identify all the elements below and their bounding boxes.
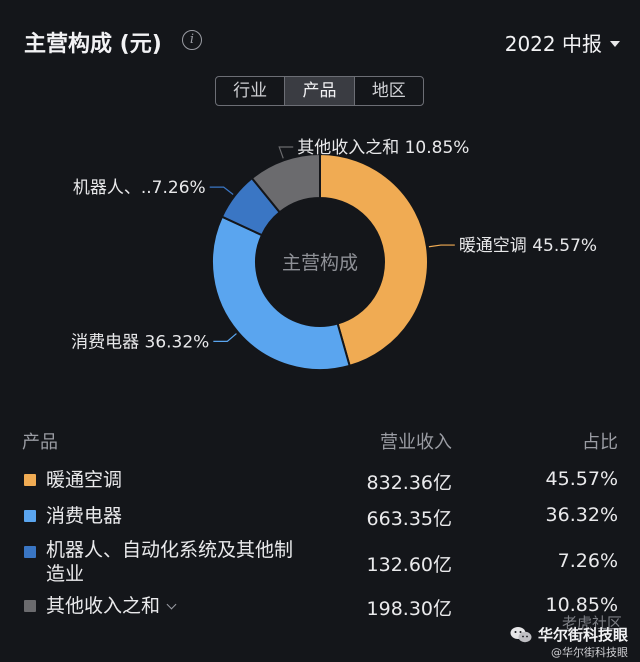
table-row[interactable]: 机器人、自动化系统及其他制 造业 132.60亿 7.26%	[22, 530, 618, 586]
donut-chart-svg: 暖通空调 45.57% 消费电器 36.32% 机器人、..7.26% 其他收入之和 …	[71, 138, 597, 371]
table-row[interactable]: 暖通空调 832.36亿 45.57%	[22, 460, 618, 496]
table-row[interactable]: 其他收入之和 198.30亿 10.85%	[22, 586, 618, 622]
donut-slice-3[interactable]	[250, 152, 321, 214]
callout-label-2: 机器人、..7.26%	[73, 178, 206, 198]
watermark-brand-name: 华尔街科技眼	[537, 626, 628, 644]
callout-line-2	[209, 186, 234, 195]
info-icon[interactable]: i	[182, 30, 202, 50]
tab-product[interactable]: 产品	[285, 77, 355, 105]
period-label: 2022 中报	[504, 32, 602, 56]
donut-chart: 暖通空调 45.57% 消费电器 36.32% 机器人、..7.26% 其他收入之和 …	[0, 120, 640, 410]
watermark-brand: 华尔街科技眼	[510, 624, 628, 645]
row-name: 暖通空调	[46, 469, 123, 491]
tab-industry[interactable]: 行业	[216, 77, 286, 105]
chevron-down-icon[interactable]	[166, 599, 177, 610]
row-name-group[interactable]: 其他收入之和	[46, 594, 177, 618]
row-revenue: 198.30亿	[366, 598, 452, 620]
donut-slice-1[interactable]	[211, 215, 351, 371]
callout-line-0	[428, 244, 455, 248]
table-row[interactable]: 消费电器 663.35亿 36.32%	[22, 496, 618, 530]
row-share: 10.85%	[545, 594, 618, 616]
donut-center-label: 主营构成	[282, 252, 358, 274]
header-product: 产品	[22, 432, 58, 453]
period-selector[interactable]: 2022 中报	[505, 28, 620, 57]
row-name: 其他收入之和	[46, 595, 161, 617]
revenue-table: 产品 营业收入 占比 暖通空调 832.36亿 45.57% 消费电器 663.…	[22, 424, 618, 622]
row-share: 7.26%	[557, 550, 618, 572]
header-revenue: 营业收入	[380, 432, 452, 453]
watermark-community: 老虎社区	[562, 614, 623, 632]
header-share: 占比	[582, 432, 618, 453]
callout-label-0: 暖通空调 45.57%	[459, 236, 597, 256]
row-revenue: 832.36亿	[366, 472, 452, 494]
row-name: 消费电器	[46, 505, 123, 527]
legend-swatch	[24, 510, 36, 522]
legend-swatch	[24, 600, 36, 612]
segment-tabs: 行业 产品 地区	[215, 76, 424, 106]
row-revenue: 663.35亿	[366, 508, 452, 530]
donut-slice-0[interactable]	[319, 152, 429, 368]
row-revenue: 132.60亿	[366, 554, 452, 576]
row-share: 45.57%	[545, 468, 618, 490]
header: 主营构成 (元) i 2022 中报	[24, 22, 620, 62]
callout-line-3	[278, 146, 294, 159]
row-share: 36.32%	[545, 504, 618, 526]
row-name-line2: 造业	[46, 563, 85, 585]
legend-swatch	[24, 546, 36, 558]
legend-swatch	[24, 474, 36, 486]
table-header: 产品 营业收入 占比	[22, 424, 618, 460]
page-title: 主营构成 (元)	[24, 32, 162, 57]
watermark-handle: @华尔街科技眼	[551, 646, 628, 659]
callout-label-1: 消费电器 36.32%	[71, 332, 209, 352]
tab-region[interactable]: 地区	[371, 81, 406, 101]
callout-line-1	[213, 333, 237, 342]
callout-label-3: 其他收入之和 10.85%	[297, 138, 469, 158]
wechat-icon	[510, 626, 532, 642]
row-name-line1: 机器人、自动化系统及其他制	[46, 539, 294, 561]
caret-down-icon	[610, 40, 620, 47]
